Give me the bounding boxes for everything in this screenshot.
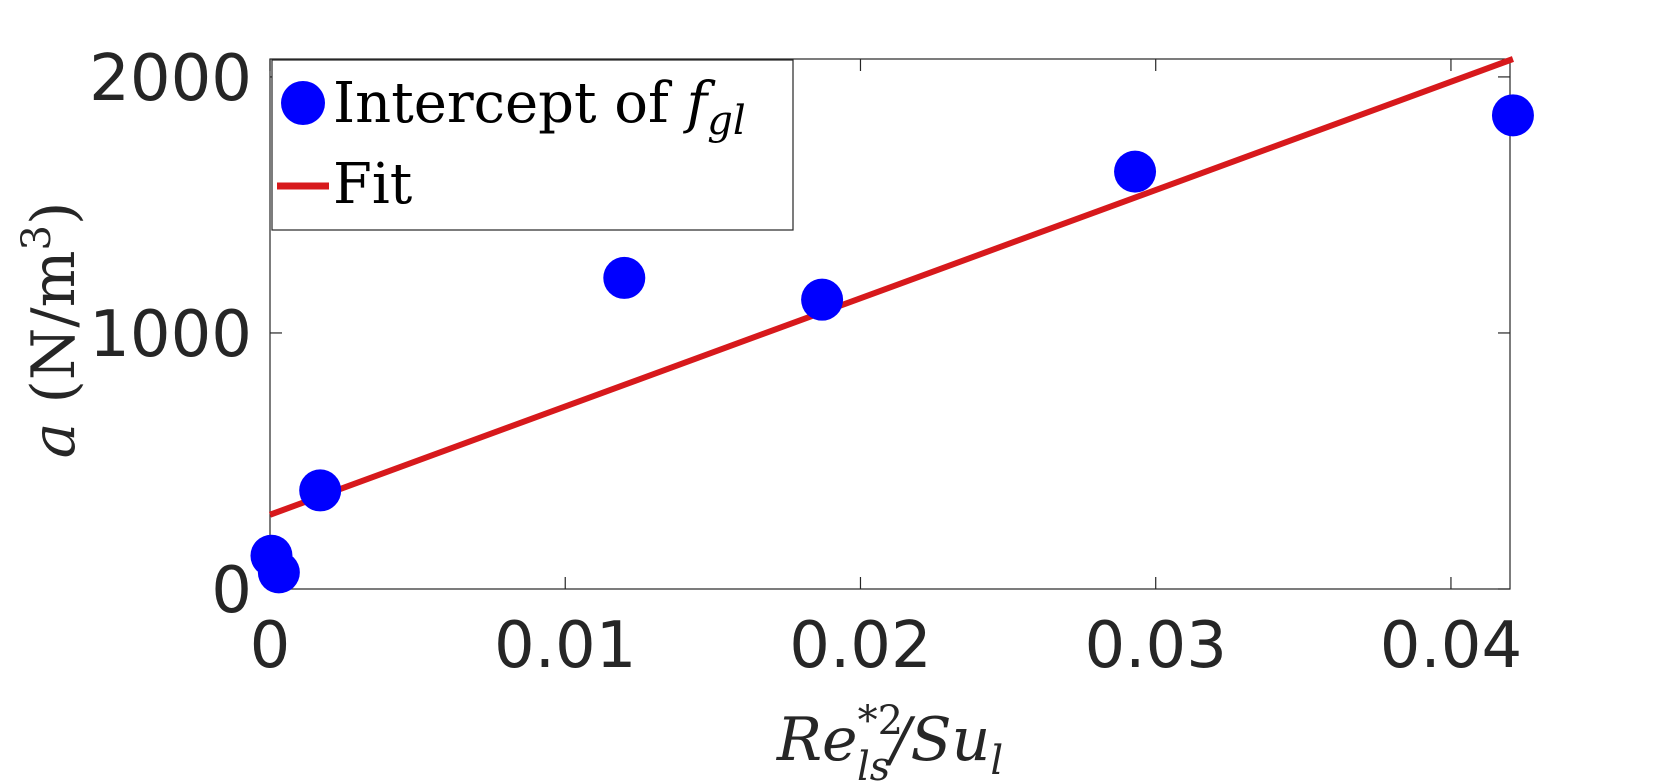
x-tick-label: 0.04 (1380, 609, 1523, 683)
x-tick-label: 0.03 (1084, 609, 1227, 683)
x-axis-label: Re*2 ls/Sul (776, 698, 1003, 782)
y-tick-label: 2000 (89, 42, 252, 116)
y-tick-label: 0 (211, 554, 252, 628)
data-point (603, 256, 646, 299)
data-point (801, 278, 844, 321)
data-point (299, 469, 342, 512)
fit-line (268, 56, 1514, 518)
chart-marks (250, 56, 1534, 594)
y-axis-label: a (N/m3) (14, 202, 89, 459)
data-point (257, 551, 300, 594)
legend: Intercept of fgl Fit (271, 59, 794, 231)
legend-label-fit: Fit (333, 152, 413, 217)
data-point (1491, 94, 1534, 137)
data-point (1114, 150, 1157, 193)
x-tick-label: 0.01 (494, 609, 637, 683)
x-tick-label: 0.02 (789, 609, 932, 683)
legend-marker-intercept (281, 81, 325, 125)
y-tick-label: 1000 (89, 298, 252, 372)
tick-labels: 0 0.01 0.02 0.03 0.04 0 1000 2000 (89, 42, 1522, 683)
legend-box (271, 59, 794, 231)
legend-label-intercept: Intercept of fgl (333, 71, 746, 144)
x-tick-label: 0 (250, 609, 291, 683)
